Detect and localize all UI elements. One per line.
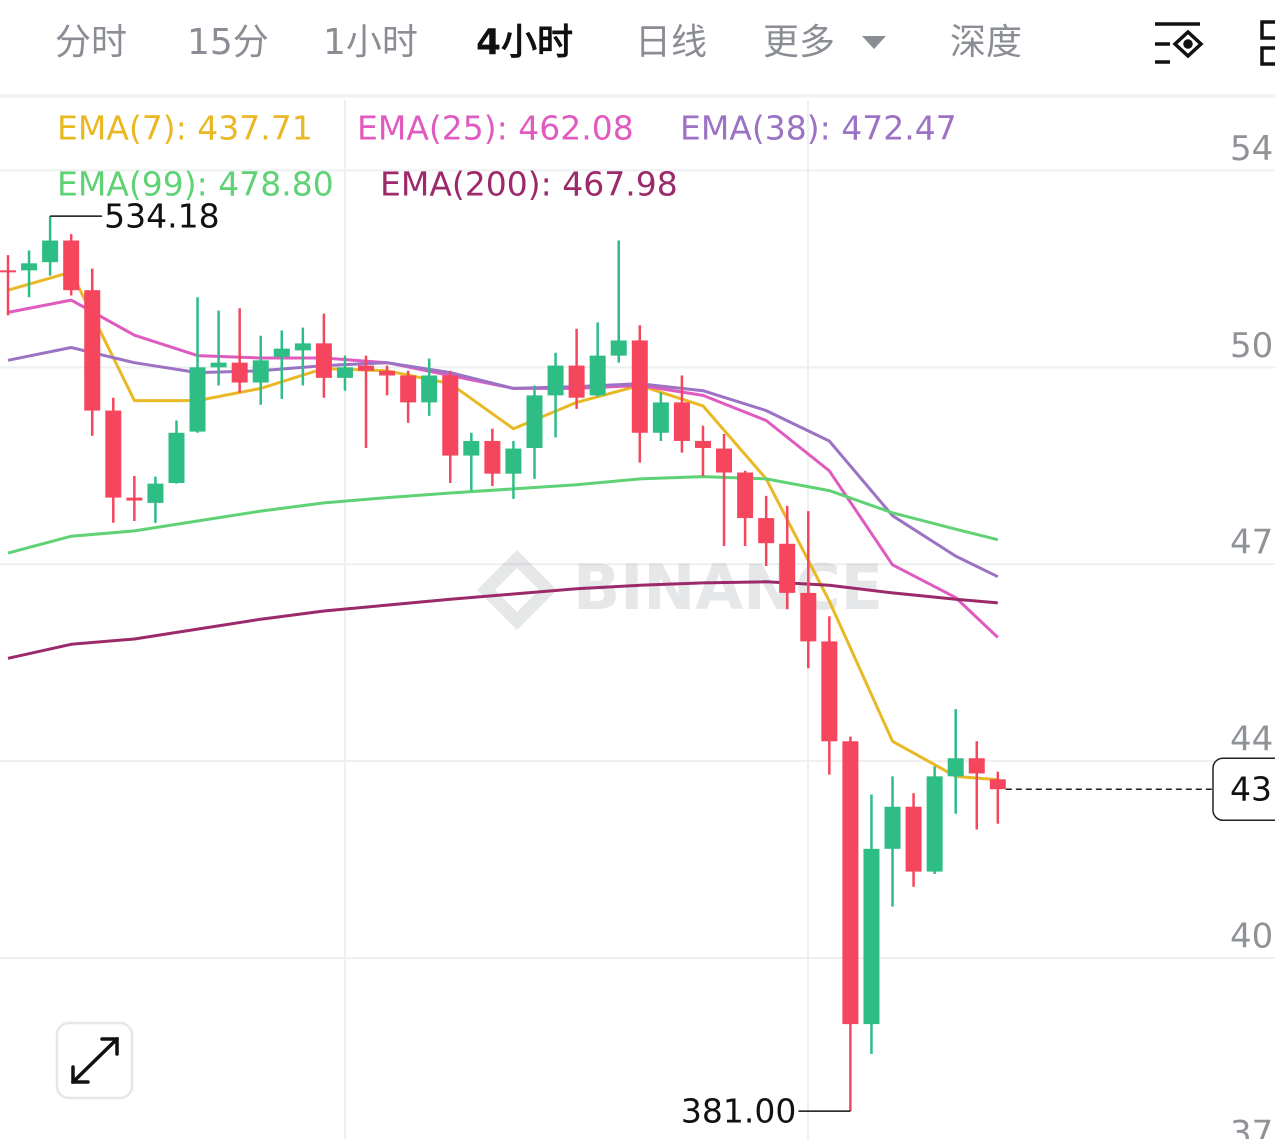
candle-body (484, 440, 501, 474)
candle-body (905, 806, 922, 872)
candle-body (42, 240, 59, 263)
ema-line (7, 270, 998, 782)
max-label: 534.18 (104, 197, 219, 236)
legend-entry: EMA(99): 478.80 (57, 165, 334, 204)
candle-body (652, 402, 669, 433)
tab[interactable]: 15分 (187, 22, 269, 63)
candle-body (231, 362, 248, 383)
candle-body (189, 367, 206, 432)
legend-entry: EMA(25): 462.08 (357, 109, 634, 148)
current-price-label: 43 (1230, 770, 1272, 809)
candle-body (168, 432, 185, 484)
candle-body (336, 367, 353, 378)
layout-icon[interactable] (1260, 20, 1275, 66)
y-tick-label: 44 (1230, 720, 1273, 760)
legend: EMA(7): 437.71 EMA(25): 462.08 EMA(38): 47… (57, 109, 957, 204)
candle-body (0, 270, 16, 273)
min-label: 381.00 (681, 1092, 796, 1131)
candle-body (505, 448, 522, 474)
candle-body (758, 518, 775, 544)
candle-body (21, 263, 38, 271)
tab[interactable]: 日线 (635, 22, 707, 63)
ema-line (7, 580, 998, 660)
candle-body (947, 758, 964, 777)
legend-entry: EMA(38): 472.47 (680, 109, 957, 148)
candle-body (105, 410, 122, 498)
candle-body (547, 365, 564, 396)
candle-body (800, 592, 817, 642)
candle-body (631, 340, 648, 433)
ema-lines (7, 270, 999, 782)
candle-body (421, 375, 438, 403)
legend-entry: EMA(7): 437.71 (57, 109, 313, 148)
ema-line (7, 346, 999, 579)
dropdown-arrow[interactable] (862, 36, 886, 49)
candle-body (147, 483, 164, 503)
candle-body (210, 362, 227, 368)
candle-body (63, 240, 80, 291)
candle-body (400, 375, 417, 403)
current-price-box (1212, 757, 1275, 821)
tab[interactable]: 4小时 (476, 22, 573, 63)
candle-body (252, 360, 269, 383)
candle-body (463, 440, 480, 456)
candle-body (863, 848, 880, 1025)
y-tick-label: 54 (1230, 129, 1273, 169)
candle-body (737, 472, 754, 519)
tab[interactable]: 1小时 (323, 22, 418, 63)
tab[interactable]: 更多 (763, 22, 835, 63)
annotations: 534.18 381.00 43 (50, 197, 1275, 1131)
candle-body (842, 741, 859, 1025)
y-tick-label: 37 (1230, 1114, 1273, 1139)
candle-body (589, 355, 606, 396)
candle-body (273, 348, 290, 357)
y-tick-label: 50 (1230, 326, 1273, 366)
candle-body (821, 641, 838, 742)
candle-body (358, 365, 375, 371)
candle-body (84, 290, 101, 411)
candle-body (926, 776, 943, 872)
candle-body (716, 448, 733, 473)
grid (0, 169, 1275, 960)
tab[interactable]: 分时 (55, 22, 127, 63)
tab[interactable]: 深度 (950, 22, 1022, 63)
candle-body (126, 497, 143, 501)
legend-entry: EMA(200): 467.98 (380, 165, 678, 204)
y-axis: 54 50 47 44 40 37 (1230, 129, 1273, 1139)
candle-body (694, 440, 711, 448)
candle-body (779, 543, 796, 593)
candle-body (379, 370, 396, 376)
y-tick-label: 47 (1230, 523, 1273, 563)
candle-body (673, 402, 690, 441)
candle-body (294, 343, 311, 351)
candle-body (442, 375, 459, 456)
expand-button[interactable] (55, 1021, 134, 1100)
candle-body (315, 343, 332, 378)
candle-body (610, 340, 627, 356)
candle-body (568, 365, 585, 398)
candle-body (526, 395, 543, 448)
indicator-icon[interactable] (1155, 22, 1204, 64)
candle-body (884, 806, 901, 849)
candle-body (989, 779, 1006, 790)
y-tick-label: 40 (1230, 917, 1273, 957)
candles (0, 216, 1006, 1112)
candle-body (968, 758, 985, 774)
timeframe-tabs: 分时 15分 1小时 4小时 日线 更多 深度 (55, 22, 1022, 63)
